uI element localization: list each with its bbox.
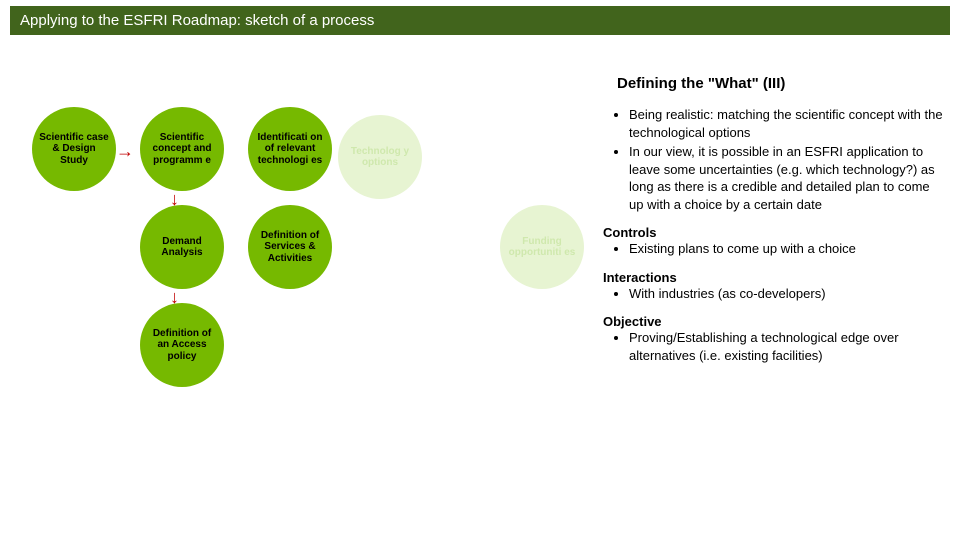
- node-dsa: Definition of Services & Activities: [248, 205, 332, 289]
- subsection-list: Existing plans to come up with a choice: [603, 240, 943, 258]
- main-bullet-list: Being realistic: matching the scientific…: [603, 106, 943, 213]
- section-heading: Defining the "What" (III): [617, 75, 943, 92]
- arrow-0: →: [116, 141, 134, 162]
- subsection-objective: ObjectiveProving/Establishing a technolo…: [603, 314, 943, 364]
- node-da: Demand Analysis: [140, 205, 224, 289]
- node-irt: Identificati on of relevant technologi e…: [248, 107, 332, 191]
- subsection-item: With industries (as co-developers): [629, 285, 943, 303]
- subsection-label: Objective: [603, 314, 943, 329]
- subsection-label: Interactions: [603, 270, 943, 285]
- node-fund: Funding opportuniti es: [500, 205, 584, 289]
- subsection-item: Proving/Establishing a technological edg…: [629, 329, 943, 364]
- subsection-list: Proving/Establishing a technological edg…: [603, 329, 943, 364]
- subsection-item: Existing plans to come up with a choice: [629, 240, 943, 258]
- subsection-controls: ControlsExisting plans to come up with a…: [603, 225, 943, 258]
- arrow-1: ↓: [170, 189, 179, 210]
- arrow-2: ↓: [170, 287, 179, 308]
- subsection-label: Controls: [603, 225, 943, 240]
- node-dap: Definition of an Access policy: [140, 303, 224, 387]
- node-scds: Scientific case & Design Study: [32, 107, 116, 191]
- bullet-item: In our view, it is possible in an ESFRI …: [629, 143, 943, 213]
- subsection-interactions: InteractionsWith industries (as co-devel…: [603, 270, 943, 303]
- bullet-item: Being realistic: matching the scientific…: [629, 106, 943, 141]
- right-column: Defining the "What" (III) Being realisti…: [603, 75, 943, 376]
- subsection-list: With industries (as co-developers): [603, 285, 943, 303]
- slide-title: Applying to the ESFRI Roadmap: sketch of…: [20, 12, 374, 29]
- node-topt: Technolog y options: [338, 115, 422, 199]
- node-scp: Scientific concept and programm e: [140, 107, 224, 191]
- slide-header: Applying to the ESFRI Roadmap: sketch of…: [10, 6, 950, 35]
- slide-body: Scientific case & Design Study Scientific…: [0, 35, 960, 535]
